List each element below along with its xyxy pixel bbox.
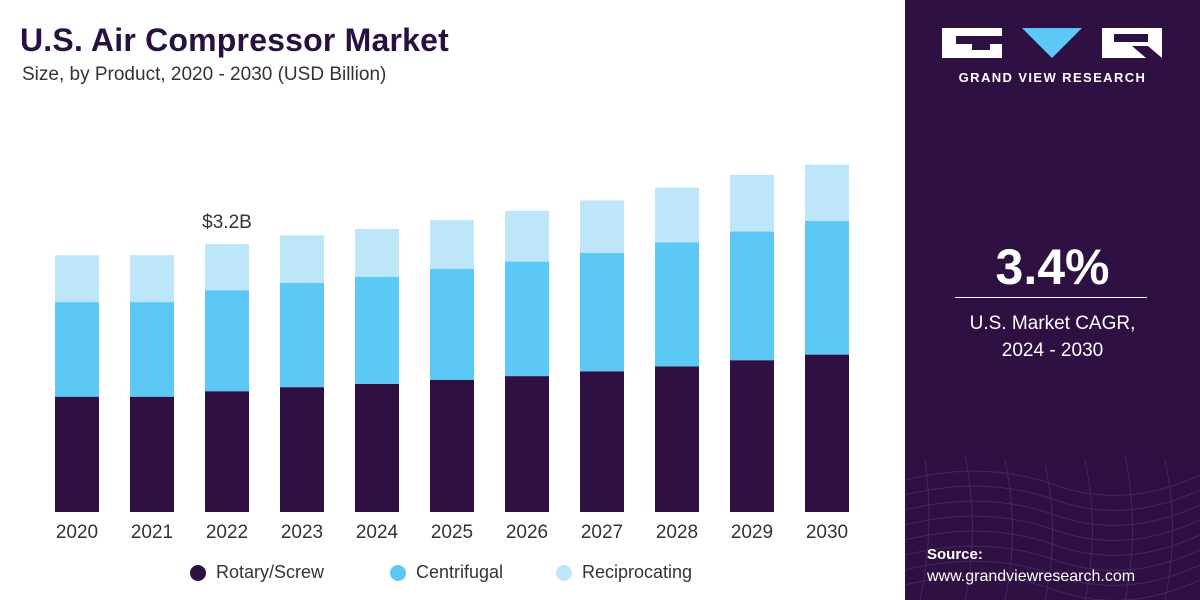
bar-segment-centrifugal-2022	[205, 290, 249, 392]
x-tick-label-2027: 2027	[581, 522, 623, 543]
bar-segment-reciprocating-2026	[505, 210, 549, 262]
bar-segment-reciprocating-2020	[55, 255, 99, 303]
bar-segment-rotary-screw-2029	[730, 360, 774, 512]
bar-segment-rotary-screw-2028	[655, 366, 699, 512]
bar-segment-centrifugal-2028	[655, 242, 699, 367]
bar-segment-reciprocating-2029	[730, 174, 774, 232]
bar-segment-reciprocating-2022	[205, 244, 249, 291]
grand-view-research-logo	[942, 28, 1162, 58]
bar-segment-centrifugal-2023	[280, 283, 324, 388]
bar-segment-centrifugal-2020	[55, 302, 99, 397]
source-title: Source:	[927, 546, 983, 563]
cagr-label: U.S. Market CAGR, 2024 - 2030	[905, 310, 1200, 364]
bar-segment-rotary-screw-2024	[355, 384, 399, 512]
chart-subtitle: Size, by Product, 2020 - 2030 (USD Billi…	[22, 64, 387, 85]
legend-swatch-rotary-screw	[190, 564, 206, 581]
stacked-bar-chart: 2020 2021 2022 2023 2024 2025 2026 2027 2028 2029…	[55, 164, 849, 543]
x-tick-label-2023: 2023	[281, 522, 323, 543]
legend-swatch-reciprocating	[556, 564, 572, 581]
x-tick-label-2025: 2025	[431, 522, 473, 543]
brand-name: GRAND VIEW RESEARCH	[958, 70, 1147, 85]
bar-segment-rotary-screw-2027	[580, 371, 624, 512]
bar-segment-rotary-screw-2020	[55, 396, 99, 512]
bar-segment-rotary-screw-2023	[280, 387, 324, 512]
source-url[interactable]: www.grandviewresearch.com	[927, 568, 1136, 585]
bar-segment-reciprocating-2027	[580, 200, 624, 253]
bar-segment-rotary-screw-2025	[430, 380, 474, 512]
bar-segment-reciprocating-2021	[130, 255, 174, 303]
bar-segment-reciprocating-2028	[655, 187, 699, 243]
bar-segment-reciprocating-2025	[430, 220, 474, 269]
legend-item-reciprocating: Reciprocating	[556, 562, 692, 583]
decorative-wave-grid	[905, 454, 1200, 600]
legend-item-rotary-screw: Rotary/Screw	[190, 562, 324, 583]
cagr-label-line1: U.S. Market CAGR,	[969, 313, 1136, 334]
bar-segment-centrifugal-2030	[805, 221, 849, 355]
x-tick-label-2024: 2024	[356, 522, 399, 543]
legend-swatch-centrifugal	[390, 564, 406, 581]
legend-label-reciprocating: Reciprocating	[582, 562, 693, 582]
bar-segment-centrifugal-2027	[580, 252, 624, 372]
chart-legend: Rotary/Screw Centrifugal Reciprocating	[0, 562, 905, 590]
x-tick-label-2028: 2028	[656, 522, 698, 543]
cagr-divider	[955, 297, 1147, 298]
bar-segment-rotary-screw-2022	[205, 391, 249, 512]
bar-segment-centrifugal-2025	[430, 268, 474, 380]
bar-segment-centrifugal-2029	[730, 231, 774, 361]
chart-title: U.S. Air Compressor Market	[20, 22, 450, 58]
x-tick-label-2022: 2022	[206, 522, 248, 543]
x-tick-label-2030: 2030	[806, 522, 848, 543]
chart-panel: U.S. Air Compressor Market Size, by Prod…	[0, 22, 905, 590]
legend-label-rotary-screw: Rotary/Screw	[216, 562, 325, 582]
cagr-value: 3.4%	[995, 239, 1110, 295]
bar-segment-rotary-screw-2030	[805, 354, 849, 512]
bar-segment-centrifugal-2024	[355, 276, 399, 384]
bar-segment-rotary-screw-2026	[505, 376, 549, 512]
cagr-label-line2: 2024 - 2030	[1001, 340, 1104, 361]
data-label-2022: $3.2B	[202, 212, 252, 233]
legend-label-centrifugal: Centrifugal	[416, 562, 504, 582]
bar-segment-centrifugal-2026	[505, 261, 549, 377]
legend-item-centrifugal: Centrifugal	[390, 562, 503, 583]
x-tick-label-2020: 2020	[56, 522, 98, 543]
info-sidebar: GRAND VIEW RESEARCH 3.4% U.S. Market CAG…	[905, 0, 1200, 600]
x-tick-label-2029: 2029	[731, 522, 773, 543]
bar-segment-reciprocating-2024	[355, 229, 399, 277]
bar-segment-reciprocating-2030	[805, 164, 849, 221]
x-tick-label-2026: 2026	[506, 522, 548, 543]
bar-segment-reciprocating-2023	[280, 235, 324, 283]
x-tick-label-2021: 2021	[131, 522, 173, 543]
bar-segment-centrifugal-2021	[130, 302, 174, 397]
bar-segment-rotary-screw-2021	[130, 396, 174, 512]
